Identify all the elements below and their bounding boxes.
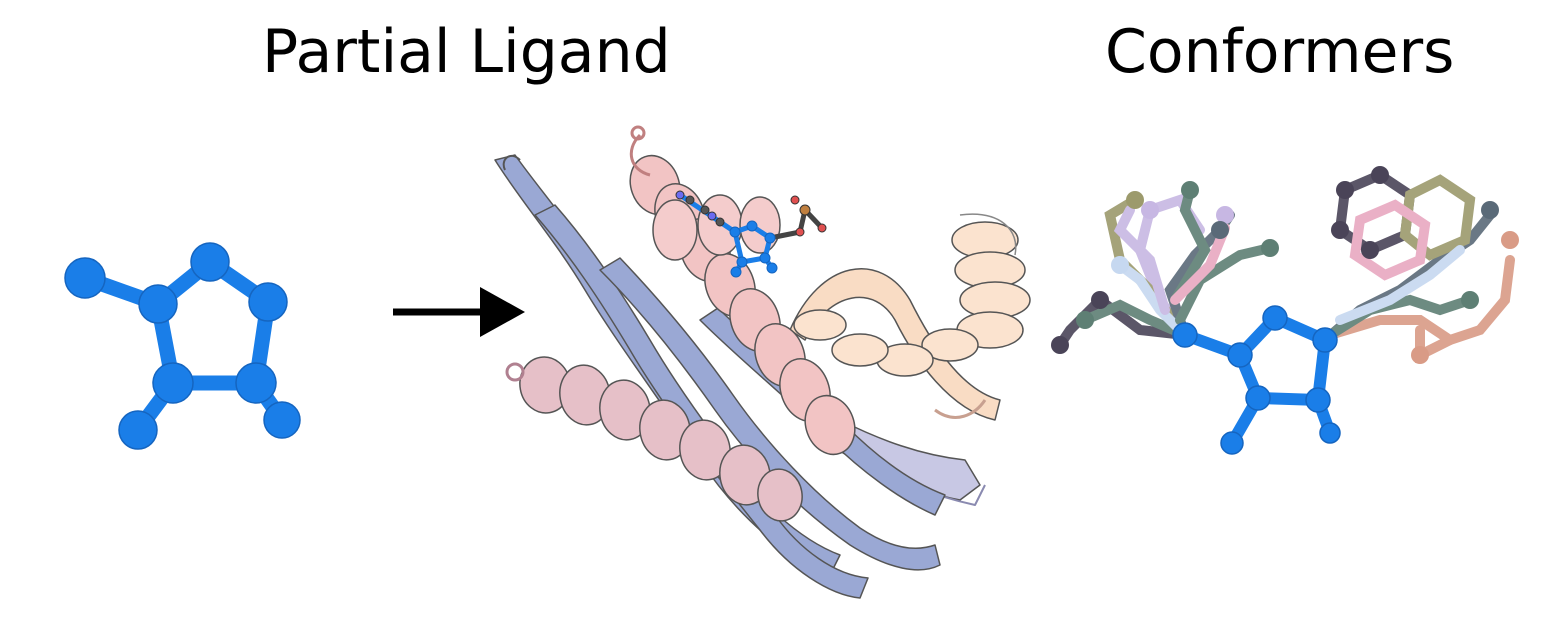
mauve-helix-lower xyxy=(505,356,803,522)
conformer-cluster-right xyxy=(1320,169,1515,364)
partial-ligand-fragment-icon xyxy=(64,242,301,450)
peach-helix-domain xyxy=(789,213,1031,421)
conformer-core-fragment xyxy=(1172,305,1341,455)
bound-ligand xyxy=(675,190,827,278)
protein-ribbon-icon xyxy=(494,125,1031,599)
conformers-title: Conformers xyxy=(1105,17,1455,87)
right-arrow-icon xyxy=(393,287,525,337)
partial-ligand-title: Partial Ligand xyxy=(262,17,671,87)
conformer-overlay-icon xyxy=(1051,166,1519,455)
